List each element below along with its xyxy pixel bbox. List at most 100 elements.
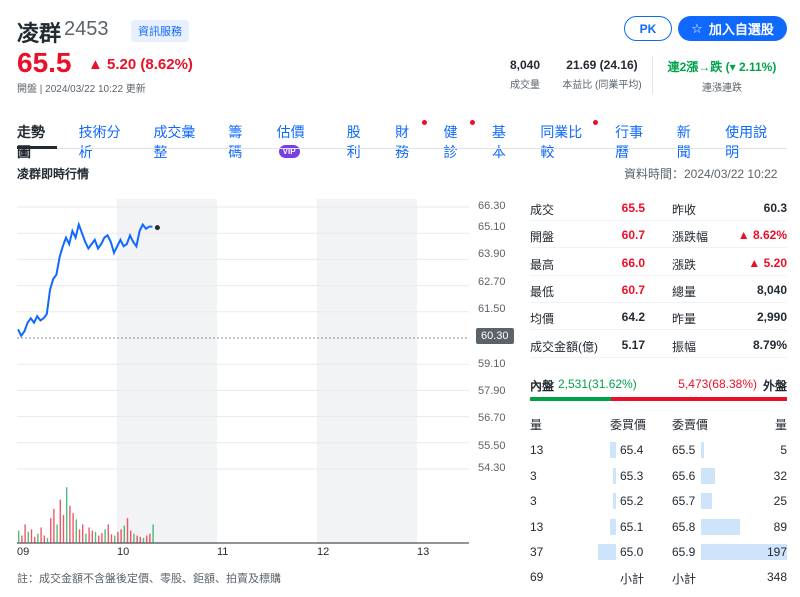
quote-row: 最低 60.7 總量 8,040 <box>530 276 787 303</box>
tab-financial[interactable]: 財務 <box>395 120 427 162</box>
y-tick-label: 59.10 <box>478 358 506 370</box>
y-tick-label: 54.30 <box>478 462 506 474</box>
intraday-chart[interactable] <box>17 199 469 544</box>
tab-technical[interactable]: 技術分析 <box>78 124 121 160</box>
tab-news[interactable]: 新聞 <box>676 124 691 160</box>
notification-dot <box>593 120 599 125</box>
reference-price-tag: 60.30 <box>476 328 514 344</box>
quote-row: 開盤 60.7 漲跌幅 ▲ 8.62% <box>530 221 787 249</box>
stat-streak: 連2漲→跌 (▾ 2.11%) 連漲連跌 <box>667 60 777 94</box>
stat-volume: 8,040 成交量 <box>509 58 541 91</box>
ask-price: 65.5 <box>672 443 696 457</box>
bid-qty: 37 <box>530 545 544 559</box>
quote-row: 成交金額(億) 5.17 振幅 8.79% <box>530 331 787 358</box>
orderbook-row[interactable]: 3 65.2 65.7 25 <box>530 488 787 514</box>
orderbook-row[interactable]: 37 65.0 65.9 197 <box>530 539 787 565</box>
x-tick-label: 12 <box>317 546 330 558</box>
quote-label: 振幅 <box>672 339 697 354</box>
x-tick-label: 11 <box>217 546 229 558</box>
sell-volume-bar <box>701 467 715 484</box>
volume-bar <box>110 534 113 543</box>
volume-bar <box>130 530 132 543</box>
y-tick-label: 56.70 <box>478 412 506 424</box>
volume-bar <box>146 535 148 543</box>
bid-price: 65.1 <box>620 519 644 534</box>
quote-label: 漲跌 <box>672 257 697 272</box>
bid-qty: 13 <box>530 443 544 457</box>
bid-price: 65.4 <box>620 443 644 457</box>
add-watchlist-label: 加入自選股 <box>708 22 774 37</box>
data-time: 資料時間：2024/03/22 10:22 <box>624 167 778 181</box>
quote-value: 64.2 <box>621 310 645 325</box>
bid-price: 65.3 <box>620 468 644 483</box>
bid-price: 65.2 <box>620 494 644 508</box>
y-tick-label: 65.10 <box>478 221 506 233</box>
volume-bar <box>104 529 106 543</box>
volume-bar <box>149 533 151 543</box>
tab-help[interactable]: 使用說明 <box>725 124 768 160</box>
update-time: 開盤 | 2024/03/22 10:22 更新 <box>17 84 146 95</box>
ask-qty: 32 <box>773 468 787 483</box>
industry-tag[interactable]: 資訊服務 <box>131 20 189 42</box>
volume-bar <box>136 535 138 543</box>
orderbook-row[interactable]: 13 65.4 65.5 5 <box>530 437 787 463</box>
volume-bar <box>123 525 125 543</box>
volume-bar <box>114 535 116 543</box>
volume-bar <box>98 535 100 543</box>
quote-label: 成交金額(億) <box>530 339 598 354</box>
quote-value: 65.5 <box>621 201 645 215</box>
quote-value: 2,990 <box>756 310 787 325</box>
quote-value: ▲ 5.20 <box>748 255 787 270</box>
ask-qty: 197 <box>766 545 787 559</box>
ask-price: 65.9 <box>672 545 696 559</box>
pk-button[interactable]: PK <box>624 16 672 41</box>
bid-qty: 3 <box>530 468 537 483</box>
volume-bar <box>88 527 90 543</box>
pan-summary: 內盤 2,531(31.62%) 5,473(68.38%) 外盤 <box>530 377 787 393</box>
volume-bar <box>75 519 77 543</box>
orderbook-row[interactable]: 13 65.1 65.8 89 <box>530 514 787 540</box>
tab-chips[interactable]: 籌碼 <box>228 124 243 160</box>
stat-pe: 21.69 (24.16) 本益比 (同業平均) <box>562 58 642 91</box>
ask-price: 65.6 <box>672 468 696 483</box>
y-tick-label: 63.90 <box>478 248 506 260</box>
volume-bar <box>91 530 93 543</box>
volume-bar <box>107 524 109 543</box>
quote-value: ▲ 8.62% <box>737 228 787 243</box>
bid-price: 65.0 <box>620 545 644 559</box>
volume-bar <box>46 538 49 543</box>
tab-volume-summary[interactable]: 成交彙整 <box>153 124 196 160</box>
volume-bar <box>24 524 26 543</box>
quote-label: 昨收 <box>672 203 697 217</box>
tab-basic[interactable]: 基本 <box>491 124 506 160</box>
x-tick-label: 13 <box>417 546 430 558</box>
quote-value: 60.3 <box>763 201 787 215</box>
buy-volume-bar <box>598 544 616 560</box>
tab-peer[interactable]: 同業比較 <box>540 120 599 162</box>
x-tick-label: 09 <box>17 546 30 558</box>
tab-dividend[interactable]: 股利 <box>346 124 361 160</box>
volume-bar <box>117 531 119 543</box>
current-price: 65.5 <box>17 47 72 78</box>
stock-code: 2453 <box>64 18 109 40</box>
tab-health[interactable]: 健診 <box>444 120 475 162</box>
tab-active-indicator <box>17 146 57 149</box>
tab-trend[interactable]: 走勢圖 <box>17 124 45 160</box>
tab-valuation[interactable]: 估價VIP <box>276 124 305 158</box>
volume-bar <box>69 505 71 543</box>
orderbook-header: 量 委買價 委賣價 量 <box>530 418 787 432</box>
y-tick-label: 61.50 <box>478 303 506 315</box>
volume-bar <box>133 533 135 543</box>
orderbook-row[interactable]: 3 65.3 65.6 32 <box>530 463 787 489</box>
tab-calendar[interactable]: 行事曆 <box>615 124 644 160</box>
session-band <box>117 199 217 544</box>
volume-bar <box>142 538 145 543</box>
sell-volume-bar <box>701 544 787 560</box>
volume-bar <box>139 536 141 543</box>
ask-qty: 89 <box>773 519 787 534</box>
volume-bar <box>152 524 154 543</box>
volume-bar <box>34 536 36 543</box>
add-watchlist-button[interactable]: ☆ 加入自選股 <box>678 16 787 41</box>
quote-label: 成交 <box>530 203 555 217</box>
y-tick-label: 55.50 <box>478 440 506 452</box>
